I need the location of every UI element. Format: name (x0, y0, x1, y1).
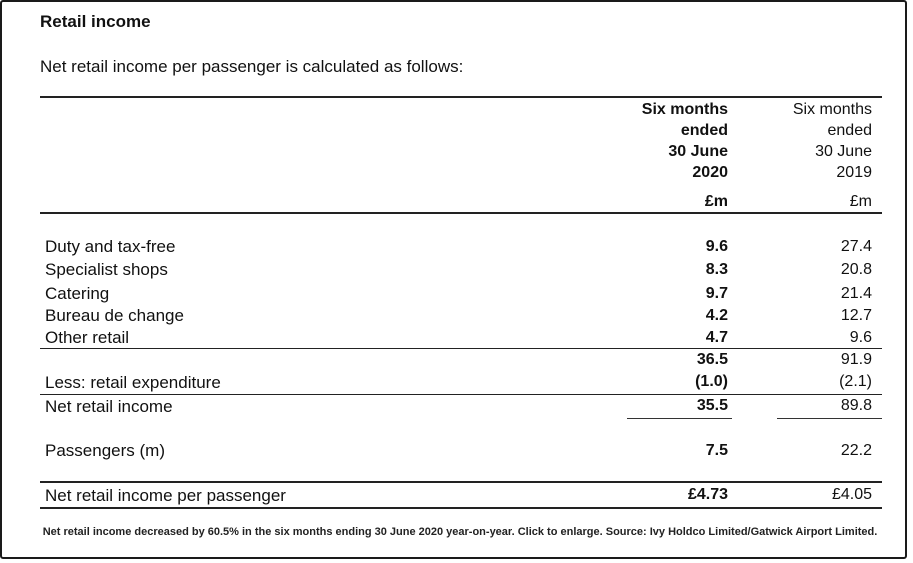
value-2019: 27.4 (840, 238, 872, 255)
value-2019: (2.1) (839, 373, 872, 390)
row-label: Net retail income (45, 397, 173, 416)
value-2020: 9.6 (705, 238, 728, 255)
value-2019: 21.4 (840, 285, 872, 302)
subtotal-2020: 36.5 (696, 351, 728, 368)
col-header-2020: Six months ended 30 June 2020 (641, 101, 728, 181)
row-label: Net retail income per passenger (45, 486, 286, 505)
row-label: Specialist shops (45, 260, 168, 279)
subtotal-2019: 91.9 (840, 351, 872, 368)
net-income-rule (40, 394, 882, 395)
section-title: Retail income (40, 12, 151, 31)
value-2020: (1.0) (695, 373, 728, 390)
row-label: Passengers (m) (45, 441, 165, 460)
value-2019: 20.8 (840, 261, 872, 278)
value-2019: 9.6 (849, 329, 872, 346)
value-2020: 35.5 (696, 397, 728, 414)
intro-text: Net retail income per passenger is calcu… (40, 57, 464, 76)
col-header-2019: Six months ended 30 June 2019 (792, 101, 872, 181)
value-2020: 7.5 (705, 442, 728, 459)
row-label: Bureau de change (45, 306, 184, 325)
value-2020: 4.2 (705, 307, 728, 324)
row-label: Less: retail expenditure (45, 373, 221, 392)
col-unit-2020: £m (704, 193, 728, 210)
value-2020: £4.73 (687, 486, 728, 503)
value-2019: £4.05 (831, 486, 872, 503)
final-row-top-rule (40, 481, 882, 483)
value-2020: 4.7 (705, 329, 728, 346)
value-2020: 9.7 (705, 285, 728, 302)
row-label: Catering (45, 284, 110, 303)
col-unit-2019: £m (849, 193, 872, 210)
table-top-rule (40, 96, 882, 98)
column-rule-2020 (627, 418, 732, 419)
table-bottom-rule (40, 507, 882, 509)
subtotal-rule (40, 348, 882, 349)
figure-caption: Net retail income decreased by 60.5% in … (42, 526, 878, 538)
row-label: Other retail (45, 328, 130, 347)
row-label: Duty and tax-free (45, 237, 176, 256)
value-2019: 12.7 (840, 307, 872, 324)
value-2020: 8.3 (705, 261, 728, 278)
header-bottom-rule (40, 212, 882, 214)
value-2019: 22.2 (840, 442, 872, 459)
value-2019: 89.8 (840, 397, 872, 414)
column-rule-2019 (777, 418, 882, 419)
